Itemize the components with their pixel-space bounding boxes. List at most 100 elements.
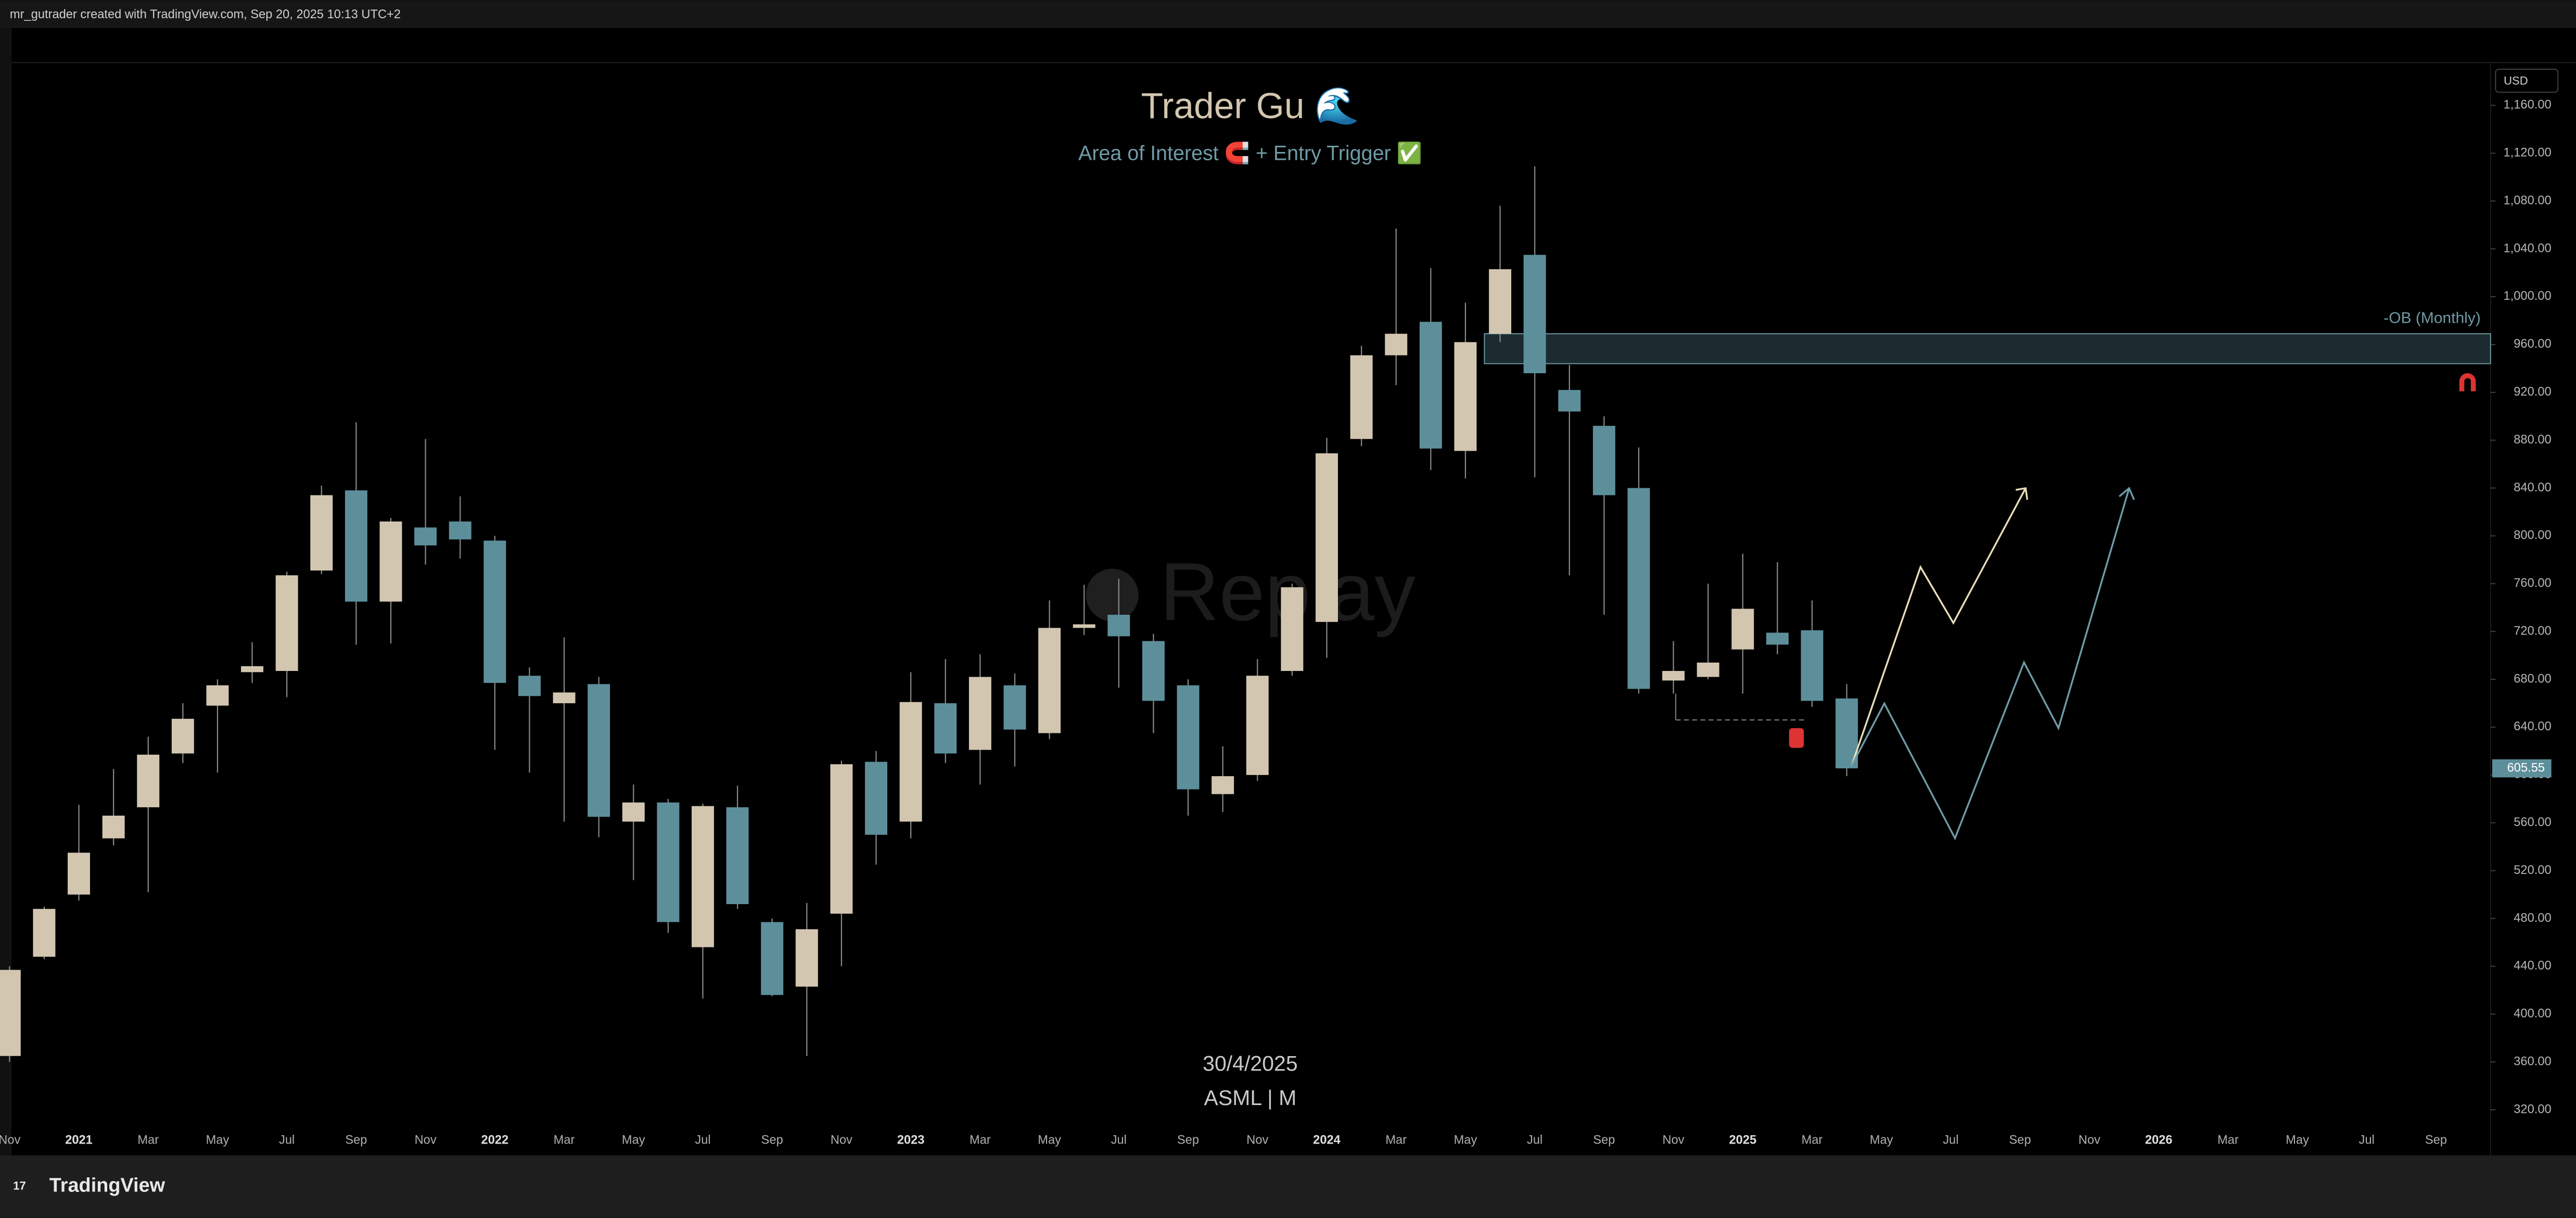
x-tick-label: 2021 <box>65 1134 93 1147</box>
x-tick-label: Nov <box>2078 1134 2100 1147</box>
top-bar <box>0 0 2576 29</box>
candle-body <box>1073 624 1095 628</box>
x-tick-label: Sep <box>2009 1134 2031 1147</box>
candle-body <box>275 575 298 671</box>
candle-body <box>310 495 333 571</box>
symbol-label: ASML | M <box>1204 1086 1297 1110</box>
x-tick-label: May <box>2286 1134 2309 1147</box>
chart-subtitle: Area of Interest 🧲 + Entry Trigger ✅ <box>1078 142 1422 165</box>
arrow-head <box>2016 487 2029 500</box>
projection-up <box>1851 488 2026 767</box>
magnet-icon <box>2459 373 2476 391</box>
x-tick-label: May <box>1038 1134 1061 1147</box>
x-tick-label: May <box>1454 1134 1477 1147</box>
y-tick-label: 520.00 <box>2514 864 2551 877</box>
candle-body <box>692 806 714 947</box>
candle-body <box>1662 671 1685 681</box>
candle-body <box>657 802 680 922</box>
candle-body <box>553 692 576 704</box>
candle-body <box>518 676 541 696</box>
x-tick-label: Nov <box>1663 1134 1685 1147</box>
x-tick-label: Sep <box>761 1134 783 1147</box>
candle-body <box>1697 662 1719 677</box>
credit: mr_gutrader created with TradingView.com… <box>10 8 401 21</box>
candle-body <box>1454 342 1477 451</box>
x-tick-label: Jul <box>279 1134 295 1147</box>
x-tick-label: Nov <box>1246 1134 1268 1147</box>
last-price-box <box>2492 759 2552 778</box>
candle-body <box>1489 269 1512 334</box>
y-tick-label: 1,040.00 <box>2504 242 2552 255</box>
candle-body <box>795 929 818 987</box>
x-tick-label: May <box>622 1134 645 1147</box>
y-tick-label: 1,120.00 <box>2504 146 2552 160</box>
candle-body <box>1177 685 1200 790</box>
y-tick-label: 920.00 <box>2514 385 2551 399</box>
candle-body <box>1385 334 1408 356</box>
candle-body <box>1003 685 1026 730</box>
y-tick-label: 800.00 <box>2514 529 2551 542</box>
candle-body <box>68 853 90 895</box>
currency: USD <box>2504 74 2528 87</box>
candle-body <box>206 685 229 706</box>
candle-body <box>1142 641 1165 701</box>
candle-body <box>726 807 749 904</box>
y-tick-label: 440.00 <box>2514 959 2551 973</box>
y-tick-label: 480.00 <box>2514 911 2551 925</box>
candle-body <box>449 521 471 540</box>
y-tick-label: 880.00 <box>2514 433 2551 447</box>
candle-body <box>761 922 784 995</box>
x-tick-label: Jul <box>1943 1134 1958 1147</box>
candle-body <box>414 527 437 545</box>
y-tick-label: 720.00 <box>2514 624 2551 638</box>
candle-body <box>483 540 506 683</box>
chart-title: Trader Gu 🌊 <box>1141 85 1360 126</box>
left-edge <box>0 28 12 1156</box>
candle-body <box>622 802 645 822</box>
candle-body <box>1281 587 1304 671</box>
x-tick-label: Mar <box>1385 1134 1407 1147</box>
candle-body <box>1419 322 1442 449</box>
candle-body <box>1523 255 1546 374</box>
x-tick-label: Mar <box>1802 1134 1823 1147</box>
marks: 320.00 360.00 400.00 440.00 480.00 520.00 560.… <box>0 98 2552 1147</box>
x-tick-label: 2026 <box>2145 1134 2173 1147</box>
x-tick-label: Mar <box>554 1134 575 1147</box>
x-tick-label: Mar <box>137 1134 159 1147</box>
candle-body <box>345 490 367 602</box>
x-tick-label: 2024 <box>1313 1134 1341 1147</box>
candle-body <box>899 702 922 822</box>
x-tick-label: Nov <box>831 1134 852 1147</box>
y-tick-label: 680.00 <box>2514 672 2551 686</box>
x-tick-label: Sep <box>2425 1134 2447 1147</box>
arrow-head <box>2119 487 2135 500</box>
x-tick-label: Nov <box>0 1134 21 1147</box>
candle-body <box>1038 628 1061 733</box>
candle-body <box>1350 355 1373 439</box>
y-tick-label: 1,160.00 <box>2504 98 2552 112</box>
ob-zone <box>1484 333 2491 364</box>
watermark-icon <box>1086 568 1139 621</box>
candle-body <box>137 754 160 807</box>
logo-mark: 17 <box>13 1179 26 1192</box>
candle-body <box>102 815 125 839</box>
projection-alt <box>1851 488 2130 841</box>
candle-body <box>379 521 402 602</box>
candle-body <box>171 718 194 754</box>
x-tick-label: Jul <box>1527 1134 1542 1147</box>
y-tick-label: 320.00 <box>2514 1102 2551 1116</box>
y-tick-label: 760.00 <box>2514 577 2551 590</box>
last-price-label: 605.55 <box>2507 761 2545 775</box>
date-label: 30/4/2025 <box>1203 1051 1297 1075</box>
x-tick-label: Jul <box>695 1134 710 1147</box>
x-tick-label: Nov <box>415 1134 437 1147</box>
bottom-bar <box>0 1155 2576 1218</box>
x-tick-label: May <box>1870 1134 1893 1147</box>
candle-body <box>1766 632 1789 645</box>
y-tick-label: 640.00 <box>2514 720 2551 733</box>
x-tick-label: Mar <box>970 1134 991 1147</box>
candle-body <box>1107 615 1130 637</box>
trigger-icon <box>1789 728 1804 748</box>
candle-body <box>1316 453 1338 622</box>
